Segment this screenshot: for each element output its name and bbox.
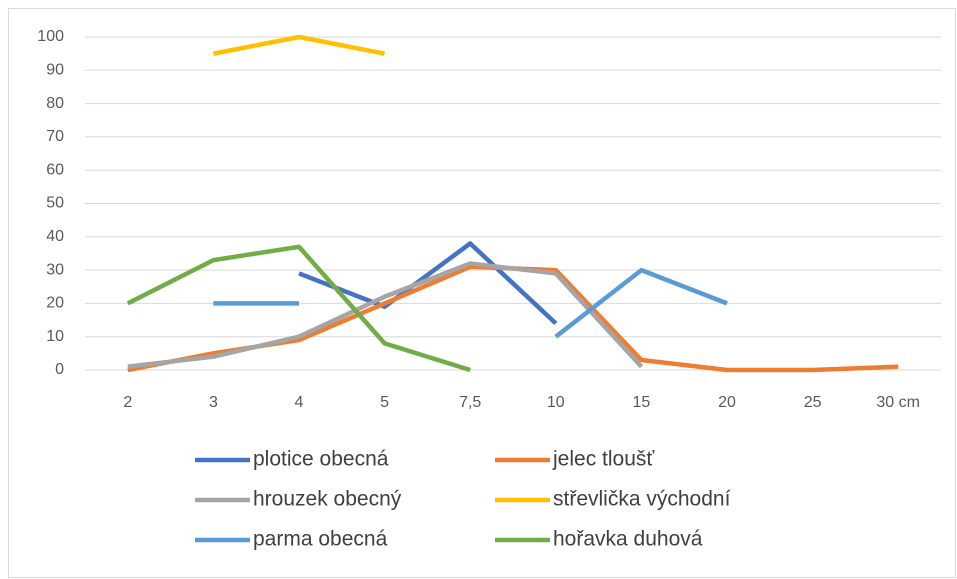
- y-tick-label: 30: [46, 261, 64, 278]
- series-line: [127, 261, 644, 369]
- y-tick-label: 70: [46, 128, 64, 145]
- x-tick-label: 2: [123, 394, 132, 411]
- x-tick-label: 25: [804, 394, 822, 411]
- legend-label: střevlička východní: [553, 488, 731, 511]
- y-tick-label: 90: [46, 62, 64, 79]
- legend-label: jelec tloušť: [552, 448, 655, 471]
- y-tick-label: 100: [37, 28, 64, 45]
- legend-label: plotice obecná: [253, 448, 389, 471]
- series-line: [213, 267, 728, 339]
- x-tick-label: 7,5: [459, 394, 481, 411]
- y-tick-label: 10: [46, 328, 64, 345]
- x-tick-label: 30 cm: [876, 394, 920, 411]
- series-line: [298, 241, 558, 326]
- x-tick-label: 4: [295, 394, 304, 411]
- legend-label: hrouzek obecný: [253, 488, 402, 511]
- y-tick-label: 20: [46, 295, 64, 312]
- legend-label: parma obecná: [253, 528, 388, 551]
- x-tick-label: 5: [380, 394, 389, 411]
- x-tick-label: 10: [547, 394, 565, 411]
- y-tick-label: 40: [46, 228, 64, 245]
- y-tick-label: 0: [55, 361, 64, 378]
- x-tick-label: 20: [718, 394, 736, 411]
- x-tick-label: 15: [633, 394, 651, 411]
- series-line: [212, 34, 386, 56]
- y-tick-label: 80: [46, 95, 64, 112]
- legend-label: hořavka duhová: [553, 528, 703, 551]
- y-tick-label: 60: [46, 161, 64, 178]
- x-tick-label: 3: [209, 394, 218, 411]
- y-tick-label: 50: [46, 195, 64, 212]
- series-line: [126, 244, 471, 373]
